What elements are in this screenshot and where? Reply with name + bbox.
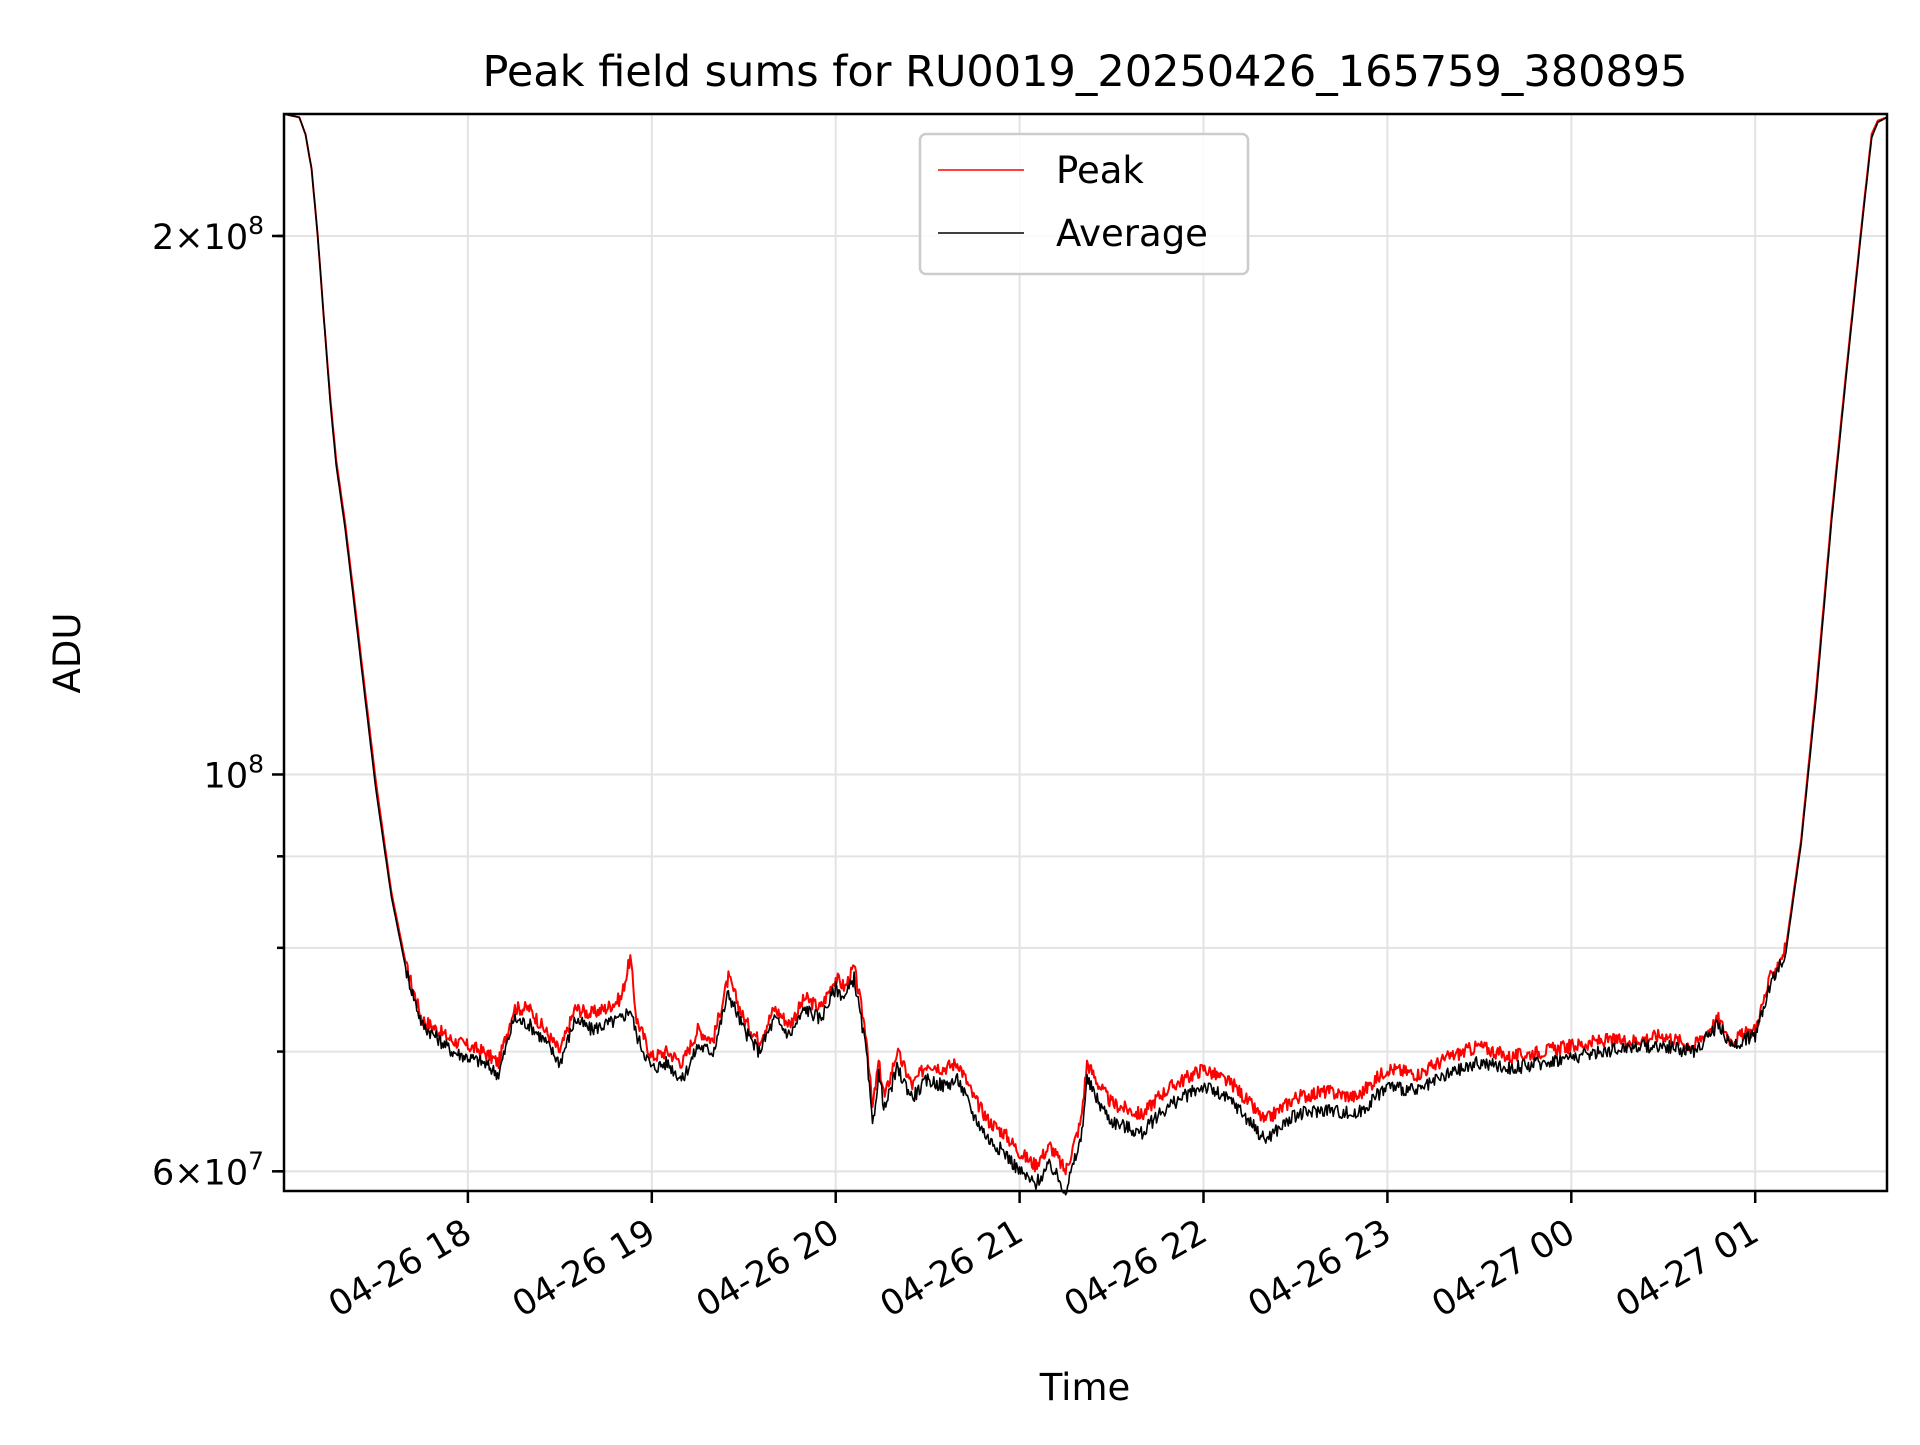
y-tick-label: 108 (204, 749, 264, 796)
legend-label-peak: Peak (1056, 149, 1144, 192)
y-tick-label: 2×108 (152, 211, 264, 258)
x-tick-label: 04-26 21 (874, 1212, 1030, 1325)
x-tick-label: 04-26 18 (322, 1212, 478, 1325)
x-axis-label: Time (1039, 1366, 1131, 1409)
y-tick-mantissa: 2 (152, 218, 174, 258)
chart-title: Peak field sums for RU0019_20250426_1657… (482, 47, 1687, 97)
y-tick-exponent: 8 (248, 749, 264, 778)
grid-layer (284, 114, 1887, 1191)
y-tick-exponent: 7 (248, 1146, 264, 1175)
y-axis-label: ADU (46, 613, 89, 694)
x-tick-label: 04-26 19 (506, 1212, 662, 1325)
tick-layer: 04-26 18 04-26 19 04-26 20 04-26 21 04-26 22… (152, 211, 1766, 1326)
legend: Peak Average (918, 132, 1250, 276)
x-tick-label: 04-27 01 (1609, 1212, 1765, 1325)
series-layer (283, 113, 1888, 1196)
y-tick-label: 6×107 (152, 1146, 264, 1193)
x-tick-label: 04-26 23 (1242, 1212, 1398, 1325)
series-line-average (283, 113, 1888, 1196)
x-tick-label: 04-26 20 (690, 1212, 846, 1325)
y-tick-mantissa: 6 (152, 1153, 174, 1193)
legend-label-average: Average (1056, 212, 1208, 255)
legend-box (918, 132, 1250, 276)
x-tick-label: 04-27 00 (1426, 1212, 1582, 1325)
plot-frame (282, 112, 1889, 1193)
y-tick-exponent: 8 (248, 211, 264, 240)
x-tick-label: 04-26 22 (1058, 1212, 1214, 1325)
series-line-peak (283, 113, 1888, 1176)
